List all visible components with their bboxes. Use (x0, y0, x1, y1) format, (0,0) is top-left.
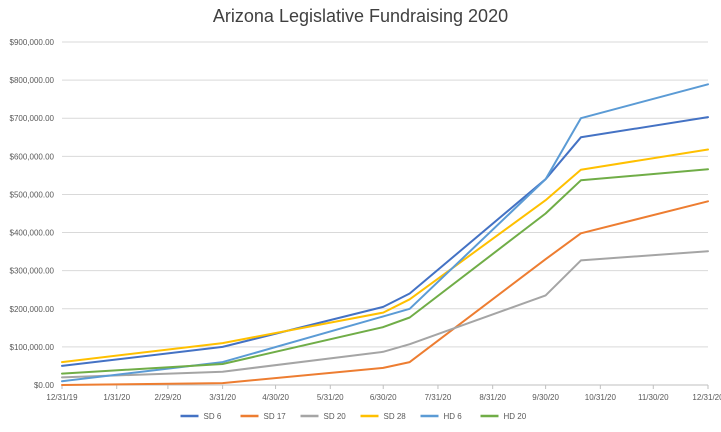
y-tick-label: $600,000.00 (10, 152, 55, 161)
series-line-hd-6 (61, 83, 709, 383)
x-tick-label: 10/31/20 (585, 393, 617, 402)
series-line-hd-20 (61, 168, 709, 375)
x-tick-label: 5/31/20 (317, 393, 344, 402)
y-tick-label: $900,000.00 (10, 38, 55, 47)
legend-label: SD 6 (204, 412, 222, 421)
y-tick-label: $500,000.00 (10, 190, 55, 199)
series-line-sd-17 (61, 200, 709, 386)
y-tick-label: $0.00 (34, 381, 55, 390)
x-tick-label: 12/31/19 (46, 393, 78, 402)
x-tick-label: 9/30/20 (532, 393, 559, 402)
x-tick-label: 6/30/20 (370, 393, 397, 402)
y-tick-label: $300,000.00 (10, 267, 55, 276)
legend-label: SD 17 (264, 412, 287, 421)
chart-title: Arizona Legislative Fundraising 2020 (212, 6, 509, 26)
x-tick-label: 4/30/20 (262, 393, 289, 402)
x-tick-label: 8/31/20 (479, 393, 506, 402)
y-tick-label: $400,000.00 (10, 229, 55, 238)
x-tick-label: 1/31/20 (103, 393, 130, 402)
y-tick-label: $200,000.00 (10, 305, 55, 314)
legend-label: HD 20 (504, 412, 527, 421)
y-tick-label: $800,000.00 (10, 76, 55, 85)
x-tick-label: 12/31/20 (692, 393, 721, 402)
x-tick-label: 11/30/20 (638, 393, 669, 402)
series-line-sd-20 (61, 250, 709, 379)
legend-label: HD 6 (444, 412, 463, 421)
y-tick-label: $700,000.00 (10, 114, 55, 123)
x-tick-label: 2/29/20 (155, 393, 182, 402)
series-line-sd-6 (61, 116, 709, 367)
series-line-sd-28 (61, 148, 709, 364)
x-tick-label: 7/31/20 (425, 393, 452, 402)
legend-label: SD 20 (324, 412, 347, 421)
legend-label: SD 28 (384, 412, 407, 421)
y-tick-label: $100,000.00 (10, 343, 55, 352)
x-tick-label: 3/31/20 (209, 393, 236, 402)
